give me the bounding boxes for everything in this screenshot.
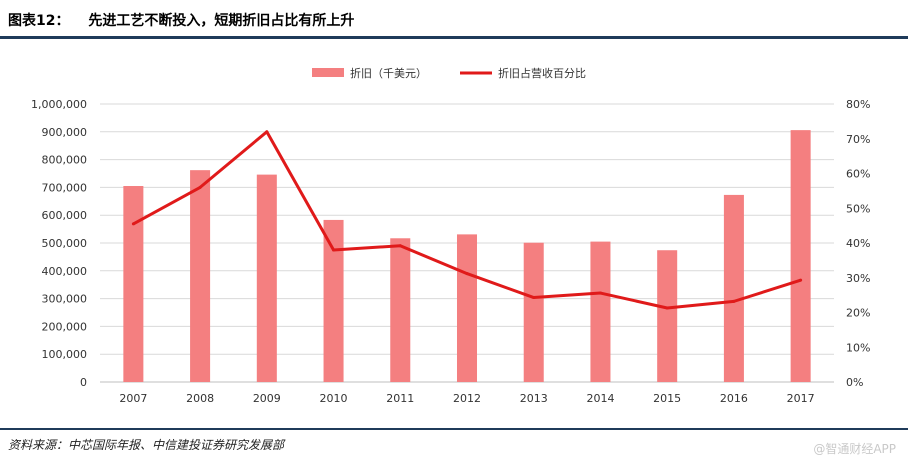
x-tick-label: 2008 [186, 392, 214, 405]
line-point [665, 306, 669, 310]
legend-label-bar: 折旧（千美元） [350, 66, 427, 80]
figure-label: 图表12： [8, 13, 70, 29]
left-tick-label: 0 [80, 376, 87, 389]
line-point [465, 272, 469, 276]
x-tick-label: 2011 [386, 392, 414, 405]
right-tick-label: 70% [846, 133, 870, 146]
bar [456, 234, 478, 382]
bar [723, 194, 744, 382]
bar [390, 238, 411, 382]
left-tick-label: 700,000 [42, 181, 88, 194]
right-axis-ticks: 0% 10% 20% 30% 40% 50% 60% 70% 80% [846, 98, 870, 389]
bar-series [123, 130, 811, 382]
left-tick-label: 200,000 [42, 320, 88, 333]
line-point [265, 130, 269, 134]
source-divider [0, 428, 908, 430]
left-tick-label: 400,000 [42, 265, 88, 278]
line-point [332, 248, 336, 252]
bar [790, 130, 811, 382]
watermark: @智通财经APP [813, 442, 896, 456]
bar [523, 242, 544, 382]
left-tick-label: 300,000 [42, 293, 88, 306]
source-note: 资料来源：中芯国际年报、中信建投证券研究发展部 [8, 438, 285, 452]
left-tick-label: 1,000,000 [31, 98, 87, 111]
line-point [198, 185, 202, 189]
left-tick-label: 100,000 [42, 348, 88, 361]
x-tick-label: 2015 [653, 392, 681, 405]
x-tick-label: 2010 [320, 392, 348, 405]
x-tick-label: 2007 [119, 392, 147, 405]
right-tick-label: 50% [846, 202, 870, 215]
line-point [598, 291, 602, 295]
line-point [799, 278, 803, 282]
figure-title-text: 先进工艺不断投入，短期折旧占比有所上升 [88, 13, 355, 29]
line-series [131, 130, 803, 310]
legend: 折旧（千美元） 折旧占营收百分比 [312, 66, 586, 80]
left-tick-label: 900,000 [42, 126, 88, 139]
right-tick-label: 80% [846, 98, 870, 111]
line-point [732, 299, 736, 303]
x-tick-label: 2014 [586, 392, 614, 405]
bar [657, 250, 678, 382]
bar [590, 241, 611, 382]
line-point [532, 296, 536, 300]
legend-swatch-bar [312, 68, 344, 77]
left-tick-label: 500,000 [42, 237, 88, 250]
right-tick-label: 30% [846, 272, 870, 285]
left-axis-ticks: 0 100,000 200,000 300,000 400,000 500,000 600,… [31, 98, 87, 389]
x-tick-label: 2009 [253, 392, 281, 405]
x-axis-ticks: 2007 2008 2009 2010 2011 2012 2013 2014 2015 2016… [119, 392, 814, 405]
x-tick-label: 2016 [720, 392, 748, 405]
left-tick-label: 600,000 [42, 209, 88, 222]
x-tick-label: 2012 [453, 392, 481, 405]
right-tick-label: 60% [846, 168, 870, 181]
x-tick-label: 2017 [787, 392, 815, 405]
right-tick-label: 40% [846, 237, 870, 250]
combo-chart: 0 100,000 200,000 300,000 400,000 500,000 600,… [31, 66, 870, 405]
bar [256, 174, 277, 382]
bar [323, 219, 344, 382]
line-point [398, 244, 402, 248]
right-tick-label: 10% [846, 341, 870, 354]
title-divider [0, 36, 908, 39]
right-tick-label: 0% [846, 376, 863, 389]
left-tick-label: 800,000 [42, 154, 88, 167]
bar [123, 186, 144, 382]
legend-label-line: 折旧占营收百分比 [498, 66, 586, 80]
line-point [131, 222, 135, 226]
bar [190, 170, 211, 382]
x-tick-label: 2013 [520, 392, 548, 405]
figure-title: 图表12： 先进工艺不断投入，短期折旧占比有所上升 [8, 10, 354, 34]
right-tick-label: 20% [846, 307, 870, 320]
